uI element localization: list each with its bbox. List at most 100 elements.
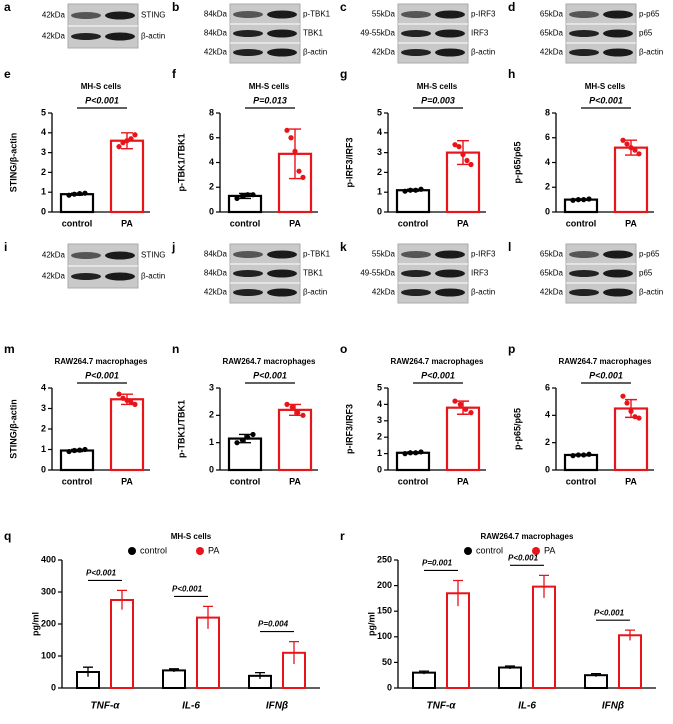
panel-letter: h — [508, 67, 515, 81]
y-tick-label: 0 — [377, 464, 382, 474]
blot-band — [233, 270, 263, 277]
blot-protein: β-actin — [471, 48, 495, 57]
y-tick-label: 0 — [545, 206, 550, 216]
x-tick-label: control — [230, 476, 261, 486]
blot-band — [401, 49, 431, 56]
panel-letter: f — [172, 67, 177, 81]
blot-protein: TBK1 — [303, 29, 324, 38]
bar — [412, 671, 436, 690]
blot-band — [267, 29, 297, 38]
blot-protein: IRF3 — [471, 29, 489, 38]
blot-size: 49-55kDa — [360, 29, 395, 38]
blot-band — [603, 29, 633, 38]
y-axis-label: p-TBK1/TBK1 — [176, 134, 186, 192]
data-point — [82, 190, 88, 196]
y-tick-label: 250 — [377, 554, 392, 564]
y-tick-label: 2 — [209, 182, 214, 192]
y-tick-label: 0 — [41, 464, 46, 474]
data-point — [116, 144, 122, 150]
x-tick-label: control — [230, 218, 261, 228]
data-point — [296, 168, 302, 174]
x-tick-label: PA — [289, 476, 301, 486]
data-point — [71, 191, 77, 197]
x-tick-label: PA — [625, 218, 637, 228]
chart-title: MH-S cells — [171, 532, 212, 541]
legend-label: PA — [544, 545, 555, 555]
blot-size: 42kDa — [42, 32, 66, 41]
blot-protein: STING — [141, 11, 165, 20]
data-point — [575, 452, 581, 458]
blot-size: 55kDa — [372, 250, 396, 259]
error-bar — [505, 665, 515, 670]
blot-size: 42kDa — [540, 48, 564, 57]
y-tick-label: 5 — [41, 107, 46, 117]
legend-marker — [464, 547, 472, 555]
y-tick-label: 0 — [387, 682, 392, 692]
bar — [445, 406, 481, 472]
blot-protein: β-actin — [303, 48, 327, 57]
y-tick-label: 4 — [545, 410, 550, 420]
data-point — [128, 136, 134, 142]
p-value: P=0.004 — [258, 620, 289, 629]
error-bar — [289, 640, 299, 664]
p-value: P<0.001 — [594, 608, 625, 617]
data-point — [292, 148, 298, 154]
blot-band — [105, 251, 135, 260]
blot-protein: p65 — [639, 29, 653, 38]
x-tick-label: IFNβ — [602, 701, 624, 712]
x-tick-label: PA — [625, 476, 637, 486]
error-bar — [539, 574, 549, 598]
data-point — [418, 449, 424, 455]
data-point — [82, 446, 88, 453]
blot-band — [71, 252, 101, 259]
panel-letter: b — [172, 0, 179, 14]
blot-band — [401, 11, 431, 18]
y-tick-label: 2 — [545, 437, 550, 447]
data-point — [464, 157, 470, 164]
blot-band — [267, 288, 297, 297]
data-point — [575, 197, 581, 203]
blot-band — [569, 11, 599, 18]
x-tick-label: IL-6 — [518, 701, 536, 712]
bar — [584, 674, 608, 690]
data-point — [66, 192, 72, 198]
blot-size: 42kDa — [204, 48, 228, 57]
y-axis-label: p-p65/p65 — [512, 141, 522, 183]
blot-band — [233, 289, 263, 296]
data-point — [586, 451, 592, 457]
blot-band — [71, 273, 101, 280]
data-point — [77, 190, 83, 197]
data-point — [132, 401, 138, 407]
panel-letter: a — [4, 0, 11, 14]
bar — [618, 634, 642, 689]
p-value: P<0.001 — [508, 553, 539, 562]
data-point — [120, 140, 126, 146]
blot-protein: STING — [141, 251, 165, 260]
x-tick-label: TNF-α — [91, 701, 121, 712]
data-point — [632, 147, 638, 153]
error-bar — [625, 629, 635, 641]
p-value: P<0.001 — [421, 370, 455, 380]
blot-band — [233, 49, 263, 56]
blot-size: 42kDa — [42, 272, 66, 281]
bar — [498, 666, 522, 690]
data-point — [124, 138, 130, 144]
y-tick-label: 2 — [545, 182, 550, 192]
blot-size: 49-55kDa — [360, 269, 395, 278]
p-value: P=0.003 — [421, 95, 455, 105]
legend-label: control — [140, 545, 167, 555]
blot-band — [401, 30, 431, 37]
error-bar — [239, 433, 251, 444]
bar — [59, 449, 95, 472]
y-axis-label: STING/β-actin — [8, 133, 18, 193]
x-tick-label: control — [62, 476, 93, 486]
y-tick-label: 3 — [377, 147, 382, 157]
panel-letter: l — [508, 240, 511, 254]
x-tick-label: control — [398, 218, 429, 228]
data-point — [468, 161, 474, 168]
p-value: P<0.001 — [172, 585, 203, 594]
data-point — [460, 151, 466, 158]
blot-protein: p-IRF3 — [471, 10, 496, 19]
data-point — [300, 412, 306, 418]
data-point — [295, 410, 301, 416]
